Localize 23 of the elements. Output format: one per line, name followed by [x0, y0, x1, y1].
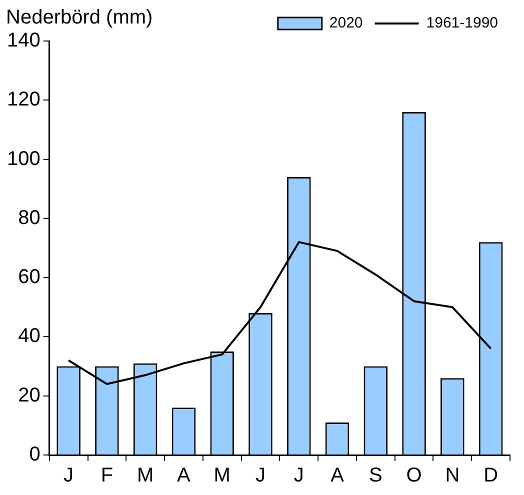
x-tick-label: M [137, 464, 154, 487]
legend-label: 1961-1990 [426, 14, 498, 32]
y-tick-label: 80 [18, 206, 40, 229]
x-tick-label: S [368, 464, 382, 487]
y-tick-label: 0 [29, 444, 40, 466]
x-tick-label: O [406, 464, 422, 487]
x-tick-label: A [177, 464, 192, 487]
y-tick-label: 60 [18, 266, 40, 288]
x-tick-label: J [255, 464, 266, 487]
y-tick-label: 120 [6, 88, 40, 111]
x-tick-label: F [100, 464, 114, 487]
x-tick-label: J [294, 464, 304, 487]
y-tick-label: 140 [6, 30, 40, 52]
x-tick-label: M [214, 464, 230, 487]
y-axis-title: Nederbörd (mm) [6, 6, 153, 29]
x-tick-label: N [445, 464, 460, 487]
y-tick-label: 100 [6, 148, 40, 170]
x-tick-label: J [64, 464, 74, 487]
y-tick-label: 20 [18, 384, 40, 406]
legend-label: 2020 [329, 14, 363, 32]
x-tick-label: A [330, 464, 345, 487]
y-tick-label: 40 [18, 325, 40, 348]
x-tick-label: D [484, 464, 498, 487]
